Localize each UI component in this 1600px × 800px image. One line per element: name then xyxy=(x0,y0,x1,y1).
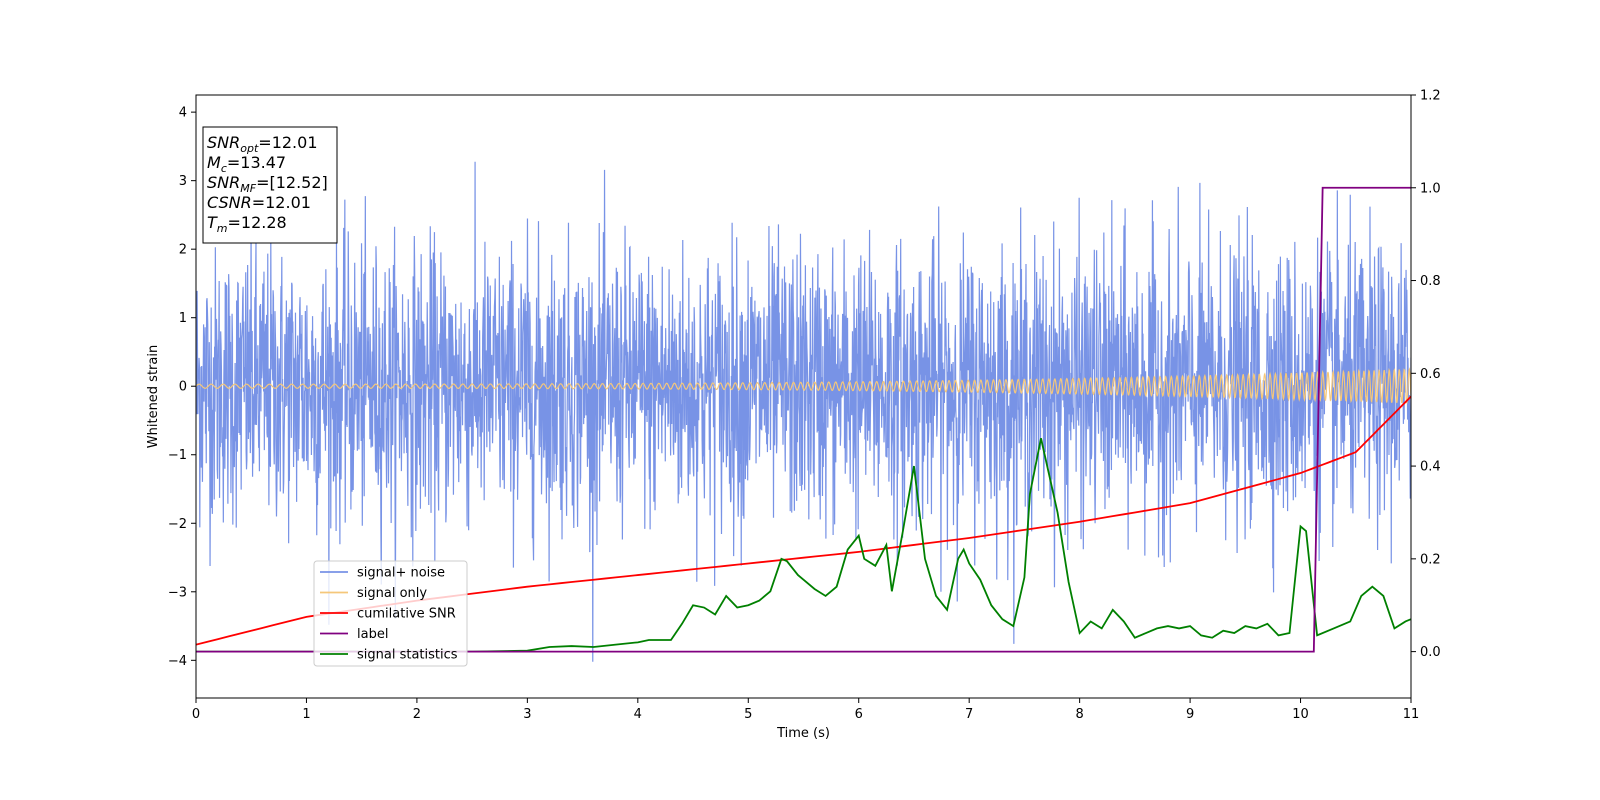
x-tick-label: 6 xyxy=(855,707,863,722)
x-tick-label: 5 xyxy=(744,707,752,722)
y-left-tick-label: 2 xyxy=(179,243,187,258)
y-right-tick-label: 0.8 xyxy=(1420,274,1441,289)
x-tick-label: 4 xyxy=(634,707,642,722)
x-tick-label: 2 xyxy=(413,707,421,722)
y-right-tick-label: 0.4 xyxy=(1420,460,1441,475)
legend-entry-label: signal+ noise xyxy=(357,566,445,581)
y-left-tick-label: 0 xyxy=(179,380,187,395)
stats-line: Tm=12.28 xyxy=(207,213,287,235)
legend-entry-label: signal only xyxy=(357,586,427,601)
y-axis-label: Whitened strain xyxy=(146,345,161,448)
y-right-tick-label: 0.6 xyxy=(1420,367,1441,382)
series-label-line xyxy=(196,186,1411,653)
y-left-tick-label: 3 xyxy=(179,174,187,189)
stats-line: Mc=13.47 xyxy=(207,153,286,175)
x-tick-label: 11 xyxy=(1403,707,1420,722)
stats-line: SNRopt=12.01 xyxy=(207,133,318,155)
y-right-tick-label: 1.2 xyxy=(1420,89,1441,104)
x-tick-label: 3 xyxy=(523,707,531,722)
legend-frame xyxy=(313,560,468,667)
stats-annotation-box: SNRopt=12.01Mc=13.47SNRMF=[12.52]CSNR=12… xyxy=(202,126,338,244)
series-signal-noise-line xyxy=(196,161,1411,662)
stats-line: CSNR=12.01 xyxy=(207,193,311,212)
x-axis-label: Time (s) xyxy=(776,726,830,741)
series-signal-statistics-line xyxy=(196,438,1411,653)
y-right-tick-label: 0.2 xyxy=(1420,552,1441,567)
legend: signal+ noise signal only cumilative SNR la… xyxy=(313,560,468,667)
y-left-tick-label: 4 xyxy=(179,106,187,121)
y-left-tick-label: −2 xyxy=(168,517,187,532)
x-tick-label: 8 xyxy=(1075,707,1083,722)
x-tick-label: 9 xyxy=(1186,707,1194,722)
y-left-tick-label: −3 xyxy=(168,585,187,600)
legend-entry-label: cumilative SNR xyxy=(357,607,456,622)
legend-entry-label: label xyxy=(357,627,388,642)
x-tick-label: 7 xyxy=(965,707,973,722)
legend-entry-label: signal statistics xyxy=(357,648,458,663)
y-left-tick-label: 1 xyxy=(179,311,187,326)
stats-box-frame xyxy=(202,126,338,244)
stats-line: SNRMF=[12.52] xyxy=(207,173,328,195)
y-right-tick-label: 1.0 xyxy=(1420,181,1441,196)
plot-frame xyxy=(195,94,1412,699)
x-tick-label: 10 xyxy=(1292,707,1309,722)
y-left-tick-label: −1 xyxy=(168,448,187,463)
y-left-tick-label: −4 xyxy=(168,654,187,669)
x-tick-label: 1 xyxy=(302,707,310,722)
y-right-tick-label: 0.0 xyxy=(1420,645,1441,660)
series-signal-only-line xyxy=(196,367,1411,404)
x-tick-label: 0 xyxy=(192,707,200,722)
